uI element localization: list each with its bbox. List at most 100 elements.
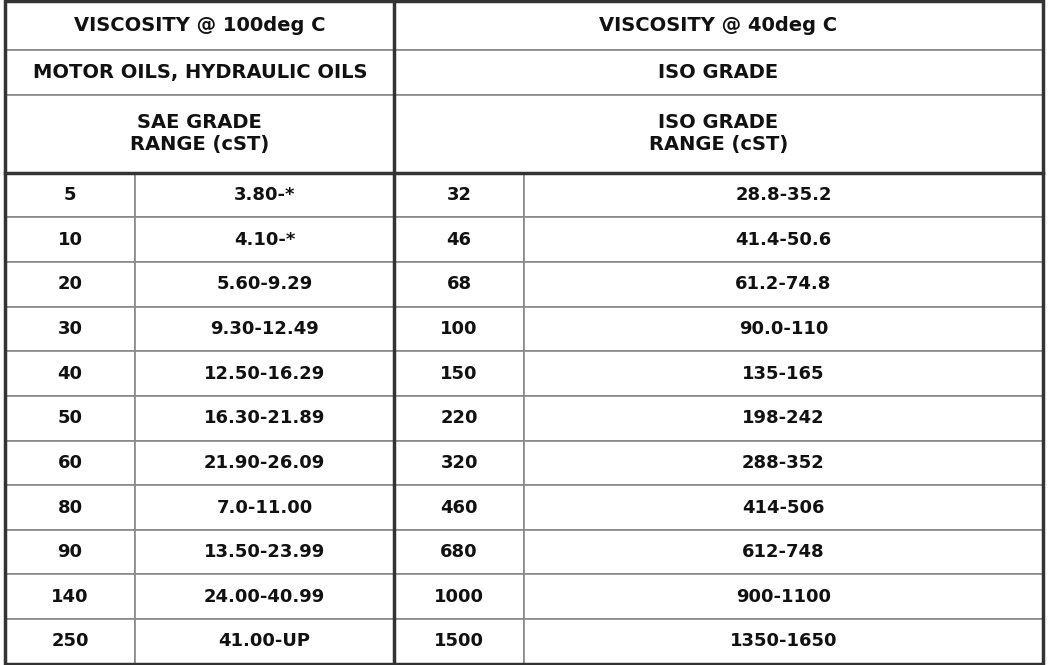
Text: 68: 68 (446, 275, 472, 293)
Bar (524, 217, 1043, 262)
Bar (524, 262, 1043, 307)
Text: 46: 46 (446, 231, 472, 249)
Bar (135, 530, 394, 575)
Bar (135, 485, 394, 530)
Text: 12.50-16.29: 12.50-16.29 (204, 364, 325, 382)
Text: 90: 90 (58, 543, 83, 561)
Bar (394, 396, 524, 441)
Bar (524, 307, 1043, 351)
Bar (5, 396, 135, 441)
Text: 90.0-110: 90.0-110 (739, 320, 828, 338)
Text: 250: 250 (51, 632, 89, 650)
Bar (394, 173, 524, 217)
Bar (5, 217, 135, 262)
Text: 9.30-12.49: 9.30-12.49 (211, 320, 319, 338)
Text: VISCOSITY @ 100deg C: VISCOSITY @ 100deg C (74, 16, 326, 35)
Text: 900-1100: 900-1100 (736, 588, 831, 606)
Text: 320: 320 (440, 454, 478, 472)
Bar (524, 619, 1043, 664)
Text: 135-165: 135-165 (742, 364, 825, 382)
Text: 41.00-UP: 41.00-UP (219, 632, 310, 650)
Text: 41.4-50.6: 41.4-50.6 (736, 231, 831, 249)
Text: 5.60-9.29: 5.60-9.29 (217, 275, 312, 293)
Bar (394, 50, 1043, 94)
Bar (135, 173, 394, 217)
Bar (394, 575, 524, 619)
Bar (524, 396, 1043, 441)
Text: 460: 460 (440, 499, 478, 517)
Text: 100: 100 (440, 320, 478, 338)
Bar (524, 441, 1043, 485)
Text: 680: 680 (440, 543, 478, 561)
Bar (135, 307, 394, 351)
Text: 288-352: 288-352 (742, 454, 825, 472)
Bar (394, 485, 524, 530)
Text: 1500: 1500 (434, 632, 484, 650)
Text: 5: 5 (64, 186, 77, 204)
Text: 60: 60 (58, 454, 83, 472)
Text: MOTOR OILS, HYDRAULIC OILS: MOTOR OILS, HYDRAULIC OILS (32, 63, 367, 82)
Bar (394, 619, 524, 664)
Bar (135, 396, 394, 441)
Bar (5, 94, 394, 173)
Text: 198-242: 198-242 (742, 409, 825, 428)
Bar (135, 441, 394, 485)
Text: 80: 80 (58, 499, 83, 517)
Text: SAE GRADE
RANGE (cST): SAE GRADE RANGE (cST) (130, 113, 269, 154)
Text: ISO GRADE
RANGE (cST): ISO GRADE RANGE (cST) (649, 113, 788, 154)
Text: 220: 220 (440, 409, 478, 428)
Text: 16.30-21.89: 16.30-21.89 (204, 409, 325, 428)
Text: 7.0-11.00: 7.0-11.00 (217, 499, 312, 517)
Text: 40: 40 (58, 364, 83, 382)
Bar (394, 94, 1043, 173)
Bar (524, 530, 1043, 575)
Text: 24.00-40.99: 24.00-40.99 (204, 588, 325, 606)
Text: 4.10-*: 4.10-* (234, 231, 296, 249)
Bar (5, 50, 394, 94)
Bar (5, 173, 135, 217)
Text: 612-748: 612-748 (742, 543, 825, 561)
Bar (5, 307, 135, 351)
Bar (5, 485, 135, 530)
Bar (5, 619, 135, 664)
Bar (394, 441, 524, 485)
Bar (5, 575, 135, 619)
Text: ISO GRADE: ISO GRADE (658, 63, 779, 82)
Bar (5, 530, 135, 575)
Text: 20: 20 (58, 275, 83, 293)
Text: 13.50-23.99: 13.50-23.99 (204, 543, 325, 561)
Text: 1000: 1000 (434, 588, 484, 606)
Bar (135, 351, 394, 396)
Bar (5, 262, 135, 307)
Bar (5, 351, 135, 396)
Bar (394, 351, 524, 396)
Bar (394, 262, 524, 307)
Text: 414-506: 414-506 (742, 499, 825, 517)
Text: 61.2-74.8: 61.2-74.8 (736, 275, 831, 293)
Text: 28.8-35.2: 28.8-35.2 (735, 186, 832, 204)
Bar (135, 217, 394, 262)
Text: 30: 30 (58, 320, 83, 338)
Bar (5, 441, 135, 485)
Bar (5, 1, 394, 50)
Text: 50: 50 (58, 409, 83, 428)
Bar (524, 351, 1043, 396)
Bar (394, 1, 1043, 50)
Text: 150: 150 (440, 364, 478, 382)
Text: 140: 140 (51, 588, 89, 606)
Text: 10: 10 (58, 231, 83, 249)
Text: 21.90-26.09: 21.90-26.09 (204, 454, 325, 472)
Text: VISCOSITY @ 40deg C: VISCOSITY @ 40deg C (599, 16, 837, 35)
Text: 32: 32 (446, 186, 472, 204)
Bar (135, 262, 394, 307)
Bar (135, 619, 394, 664)
Text: 3.80-*: 3.80-* (234, 186, 296, 204)
Bar (524, 485, 1043, 530)
Bar (135, 575, 394, 619)
Bar (394, 307, 524, 351)
Bar (394, 530, 524, 575)
Bar (394, 217, 524, 262)
Bar (524, 575, 1043, 619)
Bar (524, 173, 1043, 217)
Text: 1350-1650: 1350-1650 (729, 632, 837, 650)
